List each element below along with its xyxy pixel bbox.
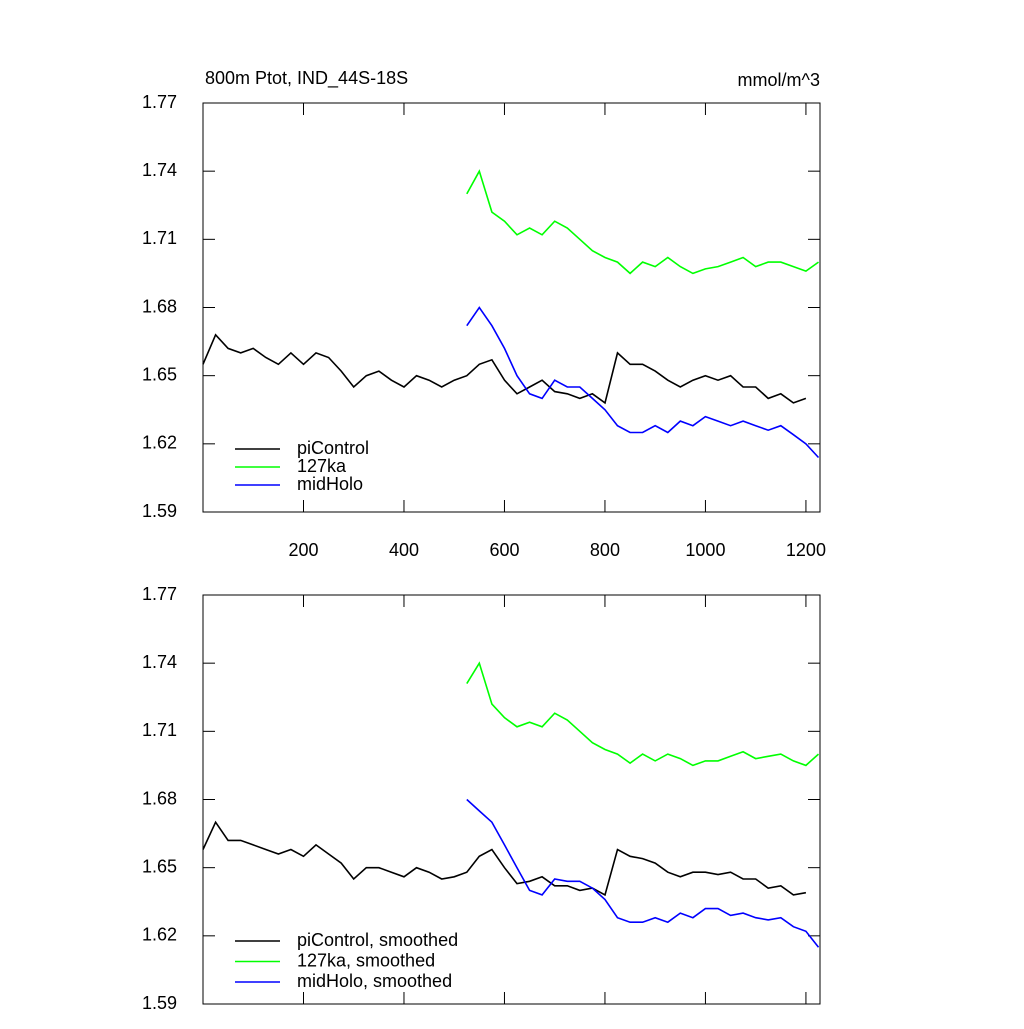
series-line <box>202 820 807 897</box>
y-tick-label: 1.71 <box>142 228 177 248</box>
x-tick-label: 400 <box>389 540 419 560</box>
series-line <box>466 661 820 767</box>
legend-label: midHolo <box>297 474 363 494</box>
legend-label: piControl <box>297 438 369 458</box>
y-tick-label: 1.77 <box>142 92 177 112</box>
legend-label: 127ka <box>297 456 347 476</box>
x-tick-label: 1000 <box>685 540 725 560</box>
series-line <box>466 798 820 948</box>
y-tick-label: 1.59 <box>142 993 177 1013</box>
legend-label: midHolo, smoothed <box>297 971 452 991</box>
y-tick-label: 1.68 <box>142 788 177 808</box>
chart-title: 800m Ptot, IND_44S-18S <box>205 68 408 89</box>
plot-frame <box>202 594 821 1005</box>
y-tick-label: 1.74 <box>142 160 177 180</box>
x-tick-label: 1200 <box>786 540 826 560</box>
x-tick-label: 200 <box>288 540 318 560</box>
y-tick-label: 1.65 <box>142 364 177 384</box>
y-tick-label: 1.74 <box>142 652 177 672</box>
series-line <box>466 169 819 275</box>
series-line <box>202 333 807 405</box>
x-tick-label: 600 <box>489 540 519 560</box>
y-tick-label: 1.65 <box>142 856 177 876</box>
y-tick-label: 1.71 <box>142 720 177 740</box>
x-tick-label: 800 <box>590 540 620 560</box>
plot-frame <box>202 102 821 513</box>
y-tick-label: 1.77 <box>142 584 177 604</box>
units-label: mmol/m^3 <box>738 70 820 90</box>
y-tick-label: 1.68 <box>142 296 177 316</box>
y-tick-label: 1.62 <box>142 925 177 945</box>
legend-label: piControl, smoothed <box>297 930 458 950</box>
y-tick-label: 1.59 <box>142 501 177 521</box>
y-tick-label: 1.62 <box>142 433 177 453</box>
series-line <box>466 306 820 459</box>
legend-label: 127ka, smoothed <box>297 950 435 970</box>
